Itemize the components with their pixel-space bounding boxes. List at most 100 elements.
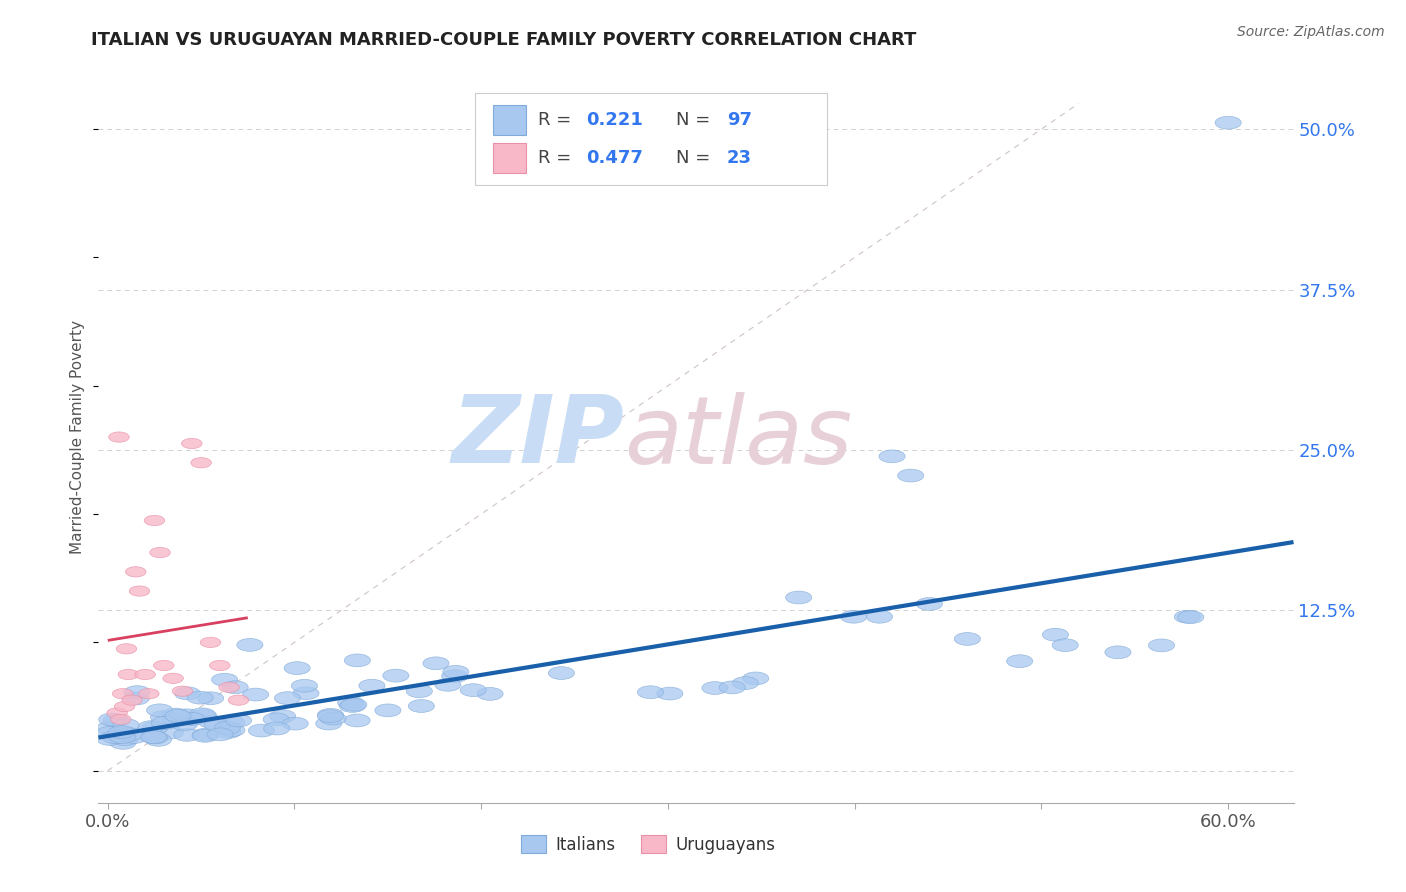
FancyBboxPatch shape [475,94,827,185]
Text: 0.221: 0.221 [586,111,643,129]
Ellipse shape [187,691,214,704]
Ellipse shape [150,711,177,723]
Ellipse shape [193,728,218,741]
Ellipse shape [198,715,224,728]
Ellipse shape [111,714,131,724]
Ellipse shape [1042,628,1069,641]
Ellipse shape [108,727,135,739]
Ellipse shape [283,717,308,730]
Ellipse shape [344,714,370,727]
Text: N =: N = [676,111,716,129]
Ellipse shape [340,698,367,711]
Text: 97: 97 [727,111,752,129]
Ellipse shape [249,724,274,737]
Ellipse shape [243,688,269,701]
Ellipse shape [408,699,434,713]
Ellipse shape [150,548,170,558]
Ellipse shape [163,708,188,721]
Ellipse shape [163,673,183,683]
Ellipse shape [110,737,136,749]
Ellipse shape [200,637,221,648]
Text: N =: N = [676,149,716,167]
Ellipse shape [103,714,129,727]
Ellipse shape [117,728,143,740]
Text: 23: 23 [727,149,752,167]
Ellipse shape [219,716,245,729]
Ellipse shape [270,710,295,723]
Ellipse shape [97,732,122,746]
Ellipse shape [139,689,159,698]
Ellipse shape [122,695,142,706]
Ellipse shape [214,722,240,734]
Ellipse shape [291,680,318,692]
Ellipse shape [423,657,449,670]
Ellipse shape [897,469,924,482]
Ellipse shape [193,730,218,742]
Bar [494,105,526,135]
Text: atlas: atlas [624,392,852,483]
Ellipse shape [162,714,188,726]
Ellipse shape [112,719,139,731]
Bar [494,144,526,173]
Ellipse shape [1174,610,1201,624]
Ellipse shape [284,662,311,674]
Ellipse shape [264,723,290,735]
Ellipse shape [434,679,461,691]
Ellipse shape [702,681,728,695]
Ellipse shape [174,729,200,741]
Ellipse shape [191,709,217,723]
Ellipse shape [138,721,165,733]
Ellipse shape [375,704,401,717]
Ellipse shape [786,591,811,604]
Ellipse shape [879,450,905,463]
Ellipse shape [318,708,343,722]
Ellipse shape [1178,611,1204,624]
Ellipse shape [339,699,366,713]
Ellipse shape [219,682,239,692]
Ellipse shape [112,733,138,746]
Ellipse shape [1052,639,1078,651]
Ellipse shape [292,687,319,699]
Ellipse shape [211,673,238,686]
Ellipse shape [142,731,167,744]
Ellipse shape [207,728,233,740]
Ellipse shape [337,697,364,709]
Ellipse shape [172,686,193,697]
Ellipse shape [742,672,769,685]
Text: R =: R = [538,111,578,129]
Ellipse shape [145,516,165,525]
Ellipse shape [443,665,470,678]
Ellipse shape [108,726,135,739]
Ellipse shape [125,566,146,577]
Ellipse shape [318,710,343,723]
Ellipse shape [316,717,342,730]
Ellipse shape [174,709,200,722]
Text: Source: ZipAtlas.com: Source: ZipAtlas.com [1237,25,1385,39]
Ellipse shape [146,704,173,717]
Ellipse shape [263,713,290,726]
Ellipse shape [112,689,134,698]
Y-axis label: Married-Couple Family Poverty: Married-Couple Family Poverty [70,320,86,554]
Ellipse shape [121,731,148,743]
Ellipse shape [179,713,205,725]
Ellipse shape [145,733,172,747]
Ellipse shape [124,692,149,705]
Ellipse shape [117,644,136,654]
Ellipse shape [141,731,167,744]
Ellipse shape [114,701,135,712]
Ellipse shape [1105,646,1130,658]
Ellipse shape [441,670,468,682]
Text: ZIP: ZIP [451,391,624,483]
Ellipse shape [215,725,242,739]
Ellipse shape [124,686,150,698]
Text: ITALIAN VS URUGUAYAN MARRIED-COUPLE FAMILY POVERTY CORRELATION CHART: ITALIAN VS URUGUAYAN MARRIED-COUPLE FAMI… [91,31,917,49]
Ellipse shape [97,726,122,739]
Ellipse shape [917,598,942,610]
Ellipse shape [228,695,249,706]
Ellipse shape [477,688,503,700]
Ellipse shape [153,660,174,671]
Ellipse shape [129,586,150,596]
Ellipse shape [1215,116,1241,129]
Ellipse shape [225,714,252,727]
Ellipse shape [406,685,433,698]
